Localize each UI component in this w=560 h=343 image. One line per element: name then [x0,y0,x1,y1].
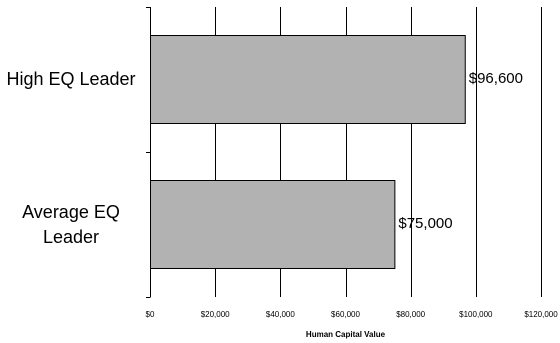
x-tick-label: $100,000 [459,310,493,319]
category-label-line: Average EQ [22,201,120,222]
data-label: $96,600 [468,69,523,87]
x-axis-title: Human Capital Value [305,330,386,339]
x-tick-label: $0 [145,310,155,319]
data-label: $75,000 [398,214,453,232]
bar [150,35,466,124]
x-tick-label: $60,000 [331,310,360,319]
axes [146,7,151,298]
x-tick-label: $120,000 [524,310,558,319]
x-tick-label: $20,000 [200,310,230,319]
category-label: Average EQ Leader [0,200,142,250]
category-label-line: Leader [42,226,100,247]
x-tick-label: $80,000 [396,310,426,319]
bar [150,180,396,269]
bars [150,35,466,269]
category-label-line: High EQ Leader [6,69,136,89]
x-tick-label: $40,000 [265,310,295,319]
category-label: High EQ Leader [0,67,142,92]
